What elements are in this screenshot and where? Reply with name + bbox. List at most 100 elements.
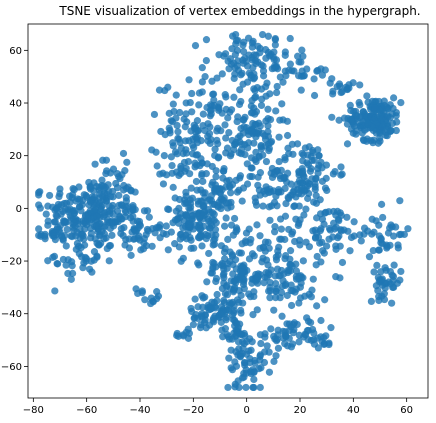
scatter-point xyxy=(396,276,404,284)
scatter-point xyxy=(227,189,235,197)
scatter-point xyxy=(271,228,279,236)
scatter-point xyxy=(375,293,383,301)
scatter-point xyxy=(194,259,202,267)
scatter-point xyxy=(276,116,284,124)
scatter-point xyxy=(209,241,217,249)
scatter-point xyxy=(220,296,228,305)
scatter-point xyxy=(248,43,256,51)
scatter-point xyxy=(125,244,134,252)
scatter-point xyxy=(271,223,279,231)
scatter-point xyxy=(283,131,292,140)
scatter-point xyxy=(343,140,352,148)
scatter-point xyxy=(239,280,248,289)
scatter-point xyxy=(193,139,201,147)
scatter-point xyxy=(55,193,63,201)
scatter-point xyxy=(292,215,300,223)
scatter-point xyxy=(90,193,98,201)
scatter-point xyxy=(161,86,169,95)
scatter-point xyxy=(250,383,258,392)
scatter-point xyxy=(162,230,171,238)
scatter-point xyxy=(75,249,83,258)
scatter-point xyxy=(172,114,180,122)
scatter-point xyxy=(209,209,217,217)
scatter-point xyxy=(265,147,273,155)
scatter-point xyxy=(303,65,311,73)
scatter-point xyxy=(239,262,247,271)
scatter-point xyxy=(251,120,259,129)
scatter-point xyxy=(218,70,226,78)
scatter-point xyxy=(230,93,238,101)
scatter-point xyxy=(270,357,278,366)
scatter-point xyxy=(234,324,242,332)
scatter-point xyxy=(228,311,237,319)
scatter-point xyxy=(182,146,190,154)
scatter-point xyxy=(360,224,369,232)
scatter-point xyxy=(314,66,322,75)
scatter-point xyxy=(185,76,193,84)
scatter-point xyxy=(41,230,49,239)
scatter-point xyxy=(360,230,368,238)
scatter-point xyxy=(60,199,68,208)
scatter-point xyxy=(274,344,283,352)
scatter-point xyxy=(42,210,50,218)
scatter-point xyxy=(201,73,209,81)
scatter-point xyxy=(363,92,371,100)
scatter-point xyxy=(372,120,381,128)
scatter-point xyxy=(343,213,351,221)
scatter-point xyxy=(375,232,383,240)
points-layer xyxy=(35,30,412,392)
scatter-point xyxy=(177,257,185,265)
scatter-point xyxy=(131,188,139,196)
scatter-point xyxy=(313,302,321,310)
scatter-point xyxy=(99,213,108,221)
scatter-point xyxy=(325,339,333,347)
scatter-point xyxy=(298,46,306,54)
scatter-point xyxy=(213,74,221,82)
scatter-point xyxy=(294,221,302,230)
scatter-point xyxy=(261,238,270,246)
scatter-point xyxy=(248,338,256,346)
scatter-point xyxy=(127,251,135,259)
scatter-point xyxy=(317,316,325,325)
scatter-point xyxy=(148,146,156,154)
scatter-point xyxy=(231,277,239,285)
scatter-point xyxy=(36,188,44,196)
scatter-point xyxy=(310,75,318,83)
scatter-point xyxy=(396,197,404,205)
scatter-point xyxy=(239,116,247,124)
scatter-point xyxy=(321,184,330,192)
scatter-point xyxy=(295,202,303,210)
scatter-point xyxy=(107,218,115,226)
scatter-point xyxy=(256,383,264,392)
scatter-point xyxy=(295,189,303,198)
scatter-point xyxy=(231,383,239,391)
scatter-point xyxy=(172,91,180,99)
scatter-point xyxy=(69,207,77,215)
scatter-point xyxy=(310,329,318,337)
scatter-point xyxy=(313,252,321,261)
scatter-point xyxy=(44,257,52,265)
scatter-point xyxy=(135,217,144,226)
scatter-point xyxy=(313,229,321,237)
scatter-point xyxy=(192,128,200,136)
scatter-point xyxy=(217,261,225,269)
scatter-point xyxy=(337,88,345,97)
scatter-point xyxy=(247,102,255,110)
scatter-point xyxy=(392,108,400,117)
scatter-point xyxy=(221,244,229,253)
scatter-point xyxy=(191,295,199,303)
scatter-point xyxy=(91,160,99,168)
x-tick-label: 0 xyxy=(243,405,249,416)
scatter-point xyxy=(261,132,269,140)
scatter-point xyxy=(315,152,323,160)
scatter-point xyxy=(225,65,233,73)
scatter-point xyxy=(224,383,232,392)
scatter-point xyxy=(243,62,252,70)
scatter-point xyxy=(60,219,68,227)
scatter-point xyxy=(267,169,275,177)
scatter-point xyxy=(199,294,207,302)
scatter-point xyxy=(57,232,65,240)
scatter-point xyxy=(54,203,62,211)
scatter-point xyxy=(259,67,268,75)
x-tick-label: −80 xyxy=(23,405,44,416)
